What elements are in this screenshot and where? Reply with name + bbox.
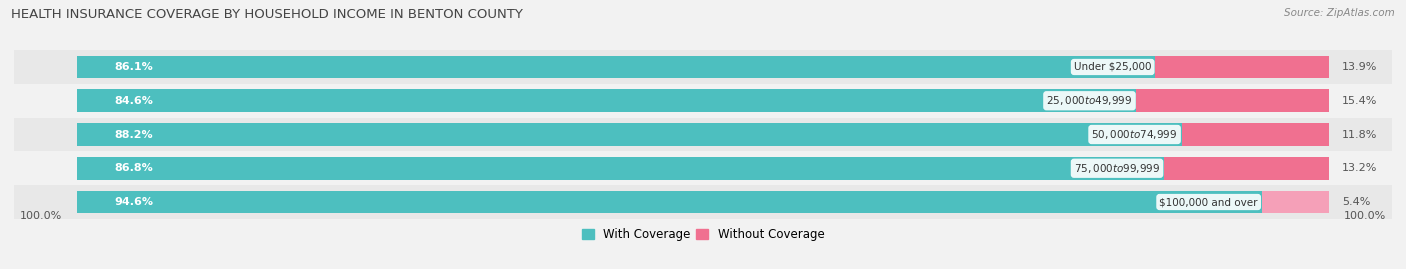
Bar <box>77 55 1156 79</box>
Bar <box>14 84 1392 118</box>
Text: HEALTH INSURANCE COVERAGE BY HOUSEHOLD INCOME IN BENTON COUNTY: HEALTH INSURANCE COVERAGE BY HOUSEHOLD I… <box>11 8 523 21</box>
Text: Under $25,000: Under $25,000 <box>1074 62 1152 72</box>
Text: 13.2%: 13.2% <box>1341 163 1378 173</box>
Text: 100.0%: 100.0% <box>1343 211 1386 221</box>
Text: $50,000 to $74,999: $50,000 to $74,999 <box>1091 128 1178 141</box>
Bar <box>14 118 1392 151</box>
Bar <box>1156 55 1329 79</box>
Bar <box>1164 157 1329 180</box>
Text: $25,000 to $49,999: $25,000 to $49,999 <box>1046 94 1133 107</box>
Bar <box>1136 89 1329 112</box>
Bar <box>77 190 1261 214</box>
Text: 86.1%: 86.1% <box>114 62 153 72</box>
Bar <box>1181 123 1329 146</box>
Bar <box>14 50 1392 84</box>
Text: 100.0%: 100.0% <box>20 211 63 221</box>
Text: $100,000 and over: $100,000 and over <box>1160 197 1258 207</box>
Bar <box>1261 190 1329 214</box>
Text: 94.6%: 94.6% <box>114 197 153 207</box>
Bar <box>77 89 1136 112</box>
Text: 11.8%: 11.8% <box>1341 129 1378 140</box>
Bar <box>77 157 1164 180</box>
Text: 13.9%: 13.9% <box>1341 62 1378 72</box>
Text: 86.8%: 86.8% <box>114 163 153 173</box>
Text: 84.6%: 84.6% <box>114 96 153 106</box>
Text: Source: ZipAtlas.com: Source: ZipAtlas.com <box>1284 8 1395 18</box>
Text: 15.4%: 15.4% <box>1341 96 1378 106</box>
Text: 88.2%: 88.2% <box>114 129 153 140</box>
Bar <box>77 123 1181 146</box>
Text: 5.4%: 5.4% <box>1341 197 1371 207</box>
Bar <box>14 151 1392 185</box>
Bar <box>14 185 1392 219</box>
Legend: With Coverage, Without Coverage: With Coverage, Without Coverage <box>576 223 830 246</box>
Text: $75,000 to $99,999: $75,000 to $99,999 <box>1074 162 1160 175</box>
